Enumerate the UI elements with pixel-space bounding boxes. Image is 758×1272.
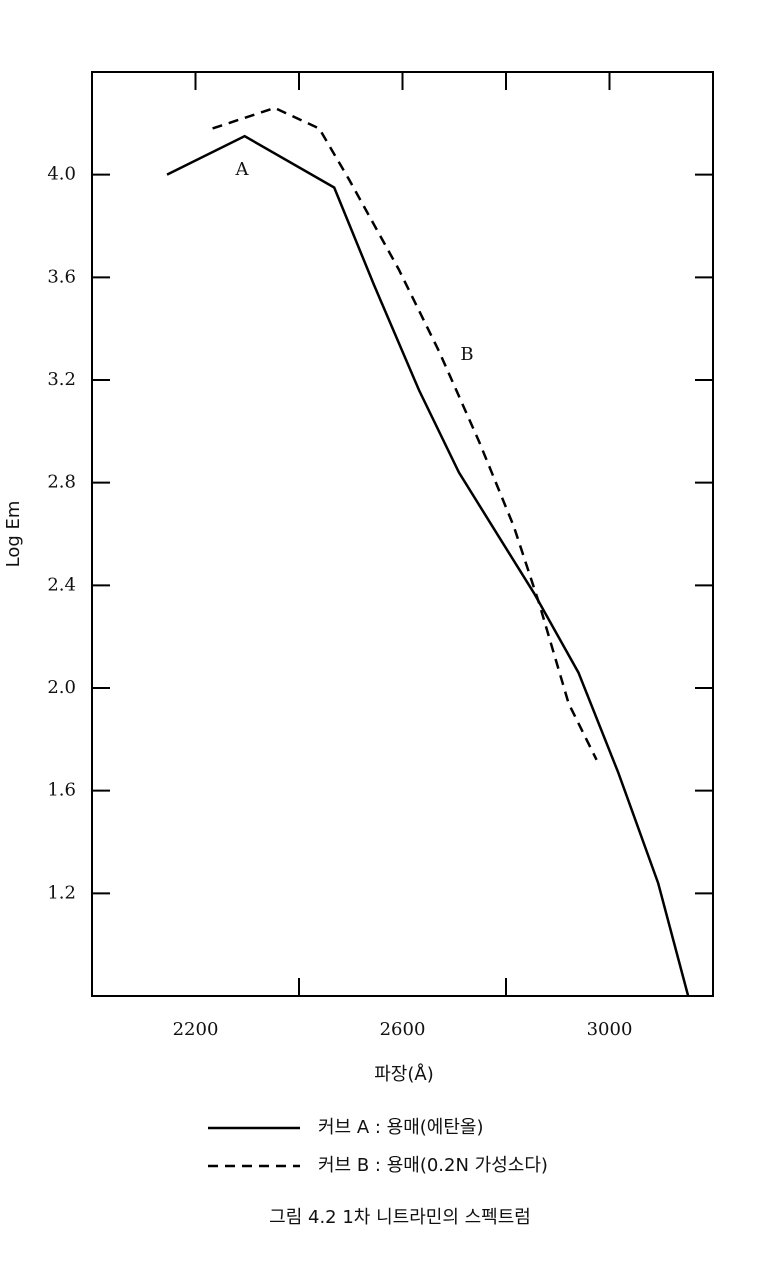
legend-label: 커브 A : 용매(에탄올) [318, 1117, 484, 1138]
y-tick-label: 2.4 [47, 574, 76, 595]
y-tick-label: 1.6 [47, 780, 76, 801]
y-axis-label: Log Em [3, 501, 24, 568]
y-tick-label: 2.8 [47, 472, 76, 493]
y-tick-label: 3.2 [47, 369, 76, 390]
caption: 그림 4.2 1차 니트라민의 스펙트럼 [269, 1207, 531, 1228]
y-tick-label: 1.2 [47, 882, 76, 903]
series-line [212, 106, 598, 761]
x-tick-label: 3000 [587, 1019, 633, 1040]
curve-label: B [460, 344, 473, 365]
x-tick-label: 2600 [380, 1019, 426, 1040]
plot-frame [91, 71, 714, 997]
y-tick-label: 4.0 [47, 164, 76, 185]
legend-label: 커브 B : 용매(0.2N 가성소다) [318, 1155, 548, 1176]
y-tick-label: 2.0 [47, 677, 76, 698]
series-line [166, 134, 690, 997]
y-tick-label: 3.6 [47, 266, 76, 287]
curve-label: A [235, 159, 250, 180]
x-axis-label: 파장(Å) [374, 1063, 433, 1085]
x-tick-label: 2200 [173, 1019, 219, 1040]
